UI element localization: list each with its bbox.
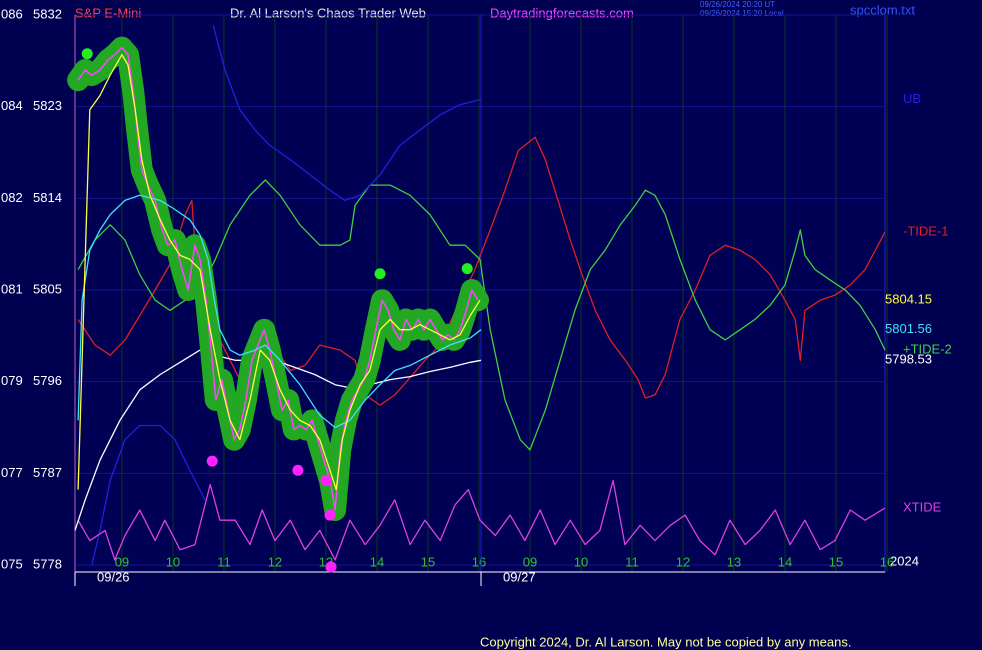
x-tick-label: 15 — [829, 554, 843, 569]
y-tick-prefix: 082 — [1, 190, 23, 205]
x-tick-label: 10 — [574, 554, 588, 569]
x-tick-label: 14 — [370, 554, 384, 569]
y-tick-label: 5778 — [33, 556, 62, 571]
marker-dot — [461, 263, 473, 275]
x-tick-label: 16 — [472, 554, 486, 569]
x-tick-label: 09 — [523, 554, 537, 569]
marker-dot — [325, 561, 337, 573]
y-tick-label: 5796 — [33, 373, 62, 388]
x-tick-label: 14 — [778, 554, 792, 569]
year-label: 2024 — [890, 553, 919, 568]
y-tick-prefix: 075 — [1, 556, 23, 571]
series-label: -TIDE-1 — [903, 223, 949, 238]
y-tick-label: 5832 — [33, 6, 62, 21]
last-value-label: 5801.56 — [885, 321, 932, 336]
timestamp: 09/26/2024 20:20 UT — [700, 0, 775, 9]
x-tick-label: 11 — [217, 554, 231, 569]
y-tick-prefix: 086 — [1, 6, 23, 21]
website: Daytradingforecasts.com — [490, 5, 634, 20]
y-tick-label: 5805 — [33, 281, 62, 296]
series-line — [77, 194, 482, 429]
y-tick-prefix: 084 — [1, 98, 23, 113]
file-name: spcclom.txt — [850, 2, 915, 17]
x-tick-label: 10 — [166, 554, 180, 569]
day-label: 09/26 — [97, 569, 130, 584]
marker-dot — [324, 509, 336, 521]
marker-dot — [206, 455, 218, 467]
x-tick-label: 12 — [676, 554, 690, 569]
x-tick-label: 09 — [115, 554, 129, 569]
y-tick-label: 5787 — [33, 465, 62, 480]
marker-dot — [320, 474, 332, 486]
x-tick-label: 11 — [625, 554, 639, 569]
last-value-label: 5804.15 — [885, 292, 932, 307]
series-label: +TIDE-2 — [903, 342, 952, 357]
x-tick-label: 13 — [727, 554, 741, 569]
instrument: S&P E-Mini — [75, 5, 141, 20]
marker-dot — [81, 48, 93, 60]
x-tick-label: 16 — [880, 554, 894, 569]
marker-dot — [374, 268, 386, 280]
y-tick-label: 5823 — [33, 98, 62, 113]
series-line — [77, 479, 886, 561]
y-tick-label: 5814 — [33, 190, 62, 205]
series-label: XTIDE — [903, 499, 942, 514]
series-line — [91, 424, 206, 566]
marker-dot — [292, 464, 304, 476]
copyright: Copyright 2024, Dr. Al Larson. May not b… — [480, 634, 851, 649]
x-tick-label: 15 — [421, 554, 435, 569]
timestamp: 09/26/2024 15:20 Local — [700, 9, 784, 18]
y-tick-prefix: 081 — [1, 281, 23, 296]
day-label: 09/27 — [503, 569, 536, 584]
x-tick-label: 12 — [268, 554, 282, 569]
series-line — [77, 179, 886, 451]
y-tick-prefix: 079 — [1, 373, 23, 388]
last-value-label: 5798.53 — [885, 352, 932, 367]
series-label: UB — [903, 91, 921, 106]
series-line — [77, 54, 481, 491]
y-tick-prefix: 077 — [1, 465, 23, 480]
series-line — [212, 25, 482, 202]
chart-title: Dr. Al Larson's Chaos Trader Web — [230, 5, 426, 20]
